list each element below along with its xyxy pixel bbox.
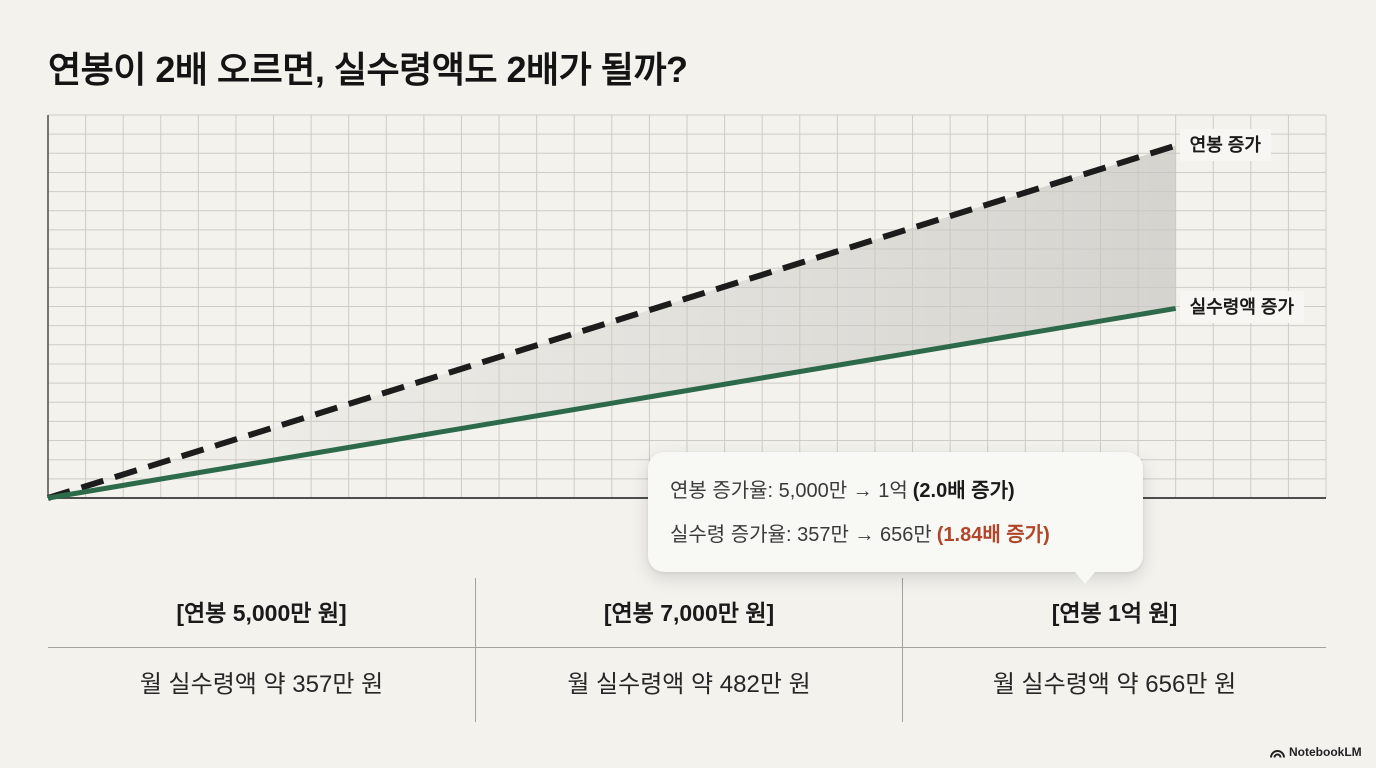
callout-text: 실수령 증가율: 357만 → 656만 [670, 524, 932, 546]
comparison-table: [연봉 5,000만 원] 월 실수령액 약 357만 원 [연봉 7,000만… [48, 578, 1326, 722]
callout-emphasis: (1.84배 증가) [936, 524, 1050, 546]
table-value-cell: 월 실수령액 약 656만 원 [992, 671, 1237, 698]
callout-row-net-pay: 실수령 증가율: 357만 → 656만 (1.84배 증가) [670, 520, 1121, 550]
brand-name: NotebookLM [1289, 745, 1362, 759]
series-line-1 [47, 142, 1177, 501]
table-column: [연봉 5,000만 원] 월 실수령액 약 357만 원 [48, 578, 475, 722]
table-column: [연봉 7,000만 원] 월 실수령액 약 482만 원 [475, 578, 902, 722]
callout-emphasis: (2.0배 증가) [912, 480, 1015, 502]
table-value-cell: 월 실수령액 약 357만 원 [139, 671, 384, 698]
callout-text: 연봉 증가율: 5,000만 → 1억 [670, 480, 908, 502]
page-title: 연봉이 2배 오르면, 실수령액도 2배가 될까? [48, 49, 688, 90]
table-value-cell: 월 실수령액 약 482만 원 [567, 671, 811, 698]
table-header-cell: [연봉 7,000만 원] [476, 578, 902, 648]
series-label-net-pay: 실수령액 증가 [1179, 291, 1305, 324]
line-chart [47, 114, 1327, 501]
series-label-salary: 연봉 증가 [1179, 128, 1271, 161]
callout-pointer [1075, 572, 1095, 584]
notebooklm-logo: NotebookLM [1270, 744, 1362, 760]
notebooklm-icon [1270, 749, 1285, 758]
series-line-2 [47, 305, 1177, 501]
callout-row-salary: 연봉 증가율: 5,000만 → 1억 (2.0배 증가) [670, 476, 1121, 506]
table-header-cell: [연봉 5,000만 원] [48, 578, 475, 648]
table-header-cell: [연봉 1억 원] [903, 578, 1326, 648]
callout-box: 연봉 증가율: 5,000만 → 1억 (2.0배 증가) 실수령 증가율: 35… [648, 452, 1143, 584]
table-column: [연봉 1억 원] 월 실수령액 약 656만 원 [902, 578, 1326, 722]
